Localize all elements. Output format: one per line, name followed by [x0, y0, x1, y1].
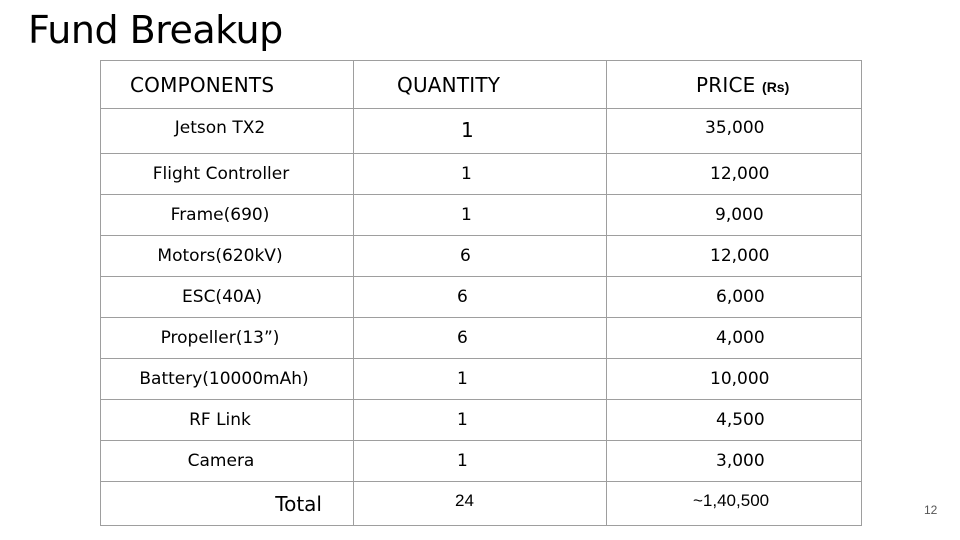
- fund-breakup-table: COMPONENTS QUANTITY PRICE (Rs) Jetson TX…: [100, 60, 862, 526]
- price-cell: 4,500: [606, 399, 862, 441]
- header-price-unit: (Rs): [762, 78, 790, 95]
- total-price: ~1,40,500: [606, 481, 862, 526]
- price-cell: 12,000: [606, 235, 862, 277]
- component-cell: RF Link: [100, 399, 354, 441]
- price-cell: 6,000: [606, 276, 862, 318]
- total-row: Total 24 ~1,40,500: [100, 481, 862, 526]
- quantity-cell: 1: [353, 440, 607, 482]
- price-cell: 3,000: [606, 440, 862, 482]
- component-cell: Jetson TX2: [100, 108, 354, 154]
- header-components: COMPONENTS: [100, 60, 354, 109]
- component-cell: Battery(10000mAh): [100, 358, 354, 400]
- table-row: Motors(620kV) 6 12,000: [100, 235, 862, 277]
- quantity-cell: 6: [353, 235, 607, 277]
- quantity-cell: 1: [353, 399, 607, 441]
- quantity-cell: 1: [353, 358, 607, 400]
- quantity-cell: 6: [353, 317, 607, 359]
- component-cell: Camera: [100, 440, 354, 482]
- table-row: Frame(690) 1 9,000: [100, 194, 862, 236]
- table-row: RF Link 1 4,500: [100, 399, 862, 441]
- slide-title: Fund Breakup: [28, 8, 283, 52]
- price-cell: 10,000: [606, 358, 862, 400]
- total-quantity: 24: [353, 481, 607, 526]
- table-row: ESC(40A) 6 6,000: [100, 276, 862, 318]
- table-row: Flight Controller 1 12,000: [100, 153, 862, 195]
- quantity-cell: 1: [353, 108, 607, 154]
- price-cell: 9,000: [606, 194, 862, 236]
- component-cell: Frame(690): [100, 194, 354, 236]
- header-price: PRICE (Rs): [606, 60, 862, 109]
- quantity-cell: 6: [353, 276, 607, 318]
- component-cell: Flight Controller: [100, 153, 354, 195]
- table-row: Camera 1 3,000: [100, 440, 862, 482]
- table-row: Battery(10000mAh) 1 10,000: [100, 358, 862, 400]
- component-cell: ESC(40A): [100, 276, 354, 318]
- total-label: Total: [100, 481, 354, 526]
- quantity-cell: 1: [353, 194, 607, 236]
- component-cell: Motors(620kV): [100, 235, 354, 277]
- component-cell: Propeller(13”): [100, 317, 354, 359]
- page-number: 12: [924, 503, 938, 517]
- price-cell: 12,000: [606, 153, 862, 195]
- header-price-label: PRICE: [696, 72, 756, 97]
- table-header-row: COMPONENTS QUANTITY PRICE (Rs): [100, 60, 862, 109]
- table-row: Propeller(13”) 6 4,000: [100, 317, 862, 359]
- header-quantity: QUANTITY: [353, 60, 607, 109]
- quantity-cell: 1: [353, 153, 607, 195]
- price-cell: 4,000: [606, 317, 862, 359]
- table-row: Jetson TX2 1 35,000: [100, 108, 862, 154]
- price-cell: 35,000: [606, 108, 862, 154]
